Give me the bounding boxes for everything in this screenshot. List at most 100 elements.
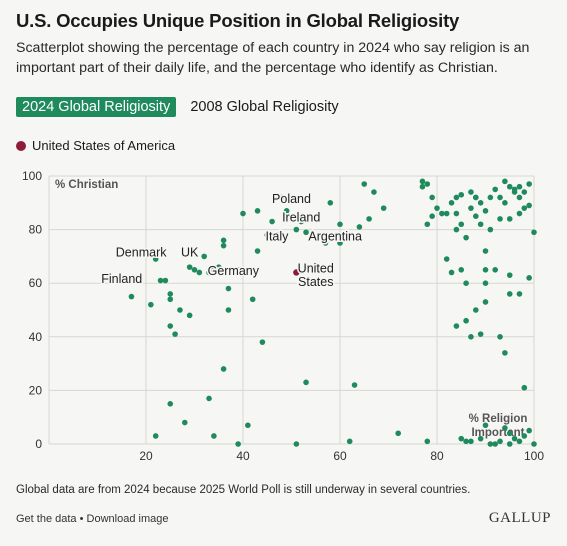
country-point[interactable] bbox=[283, 208, 290, 214]
country-point[interactable] bbox=[497, 216, 503, 222]
country-point[interactable] bbox=[473, 213, 479, 219]
country-point[interactable] bbox=[463, 317, 469, 324]
country-point[interactable] bbox=[177, 307, 183, 313]
country-point[interactable] bbox=[502, 178, 508, 185]
country-point[interactable] bbox=[473, 307, 479, 313]
country-point[interactable] bbox=[424, 438, 431, 445]
country-point[interactable] bbox=[148, 301, 154, 308]
country-point[interactable] bbox=[424, 181, 431, 187]
country-point[interactable] bbox=[254, 248, 261, 254]
country-point[interactable] bbox=[468, 189, 474, 195]
country-point[interactable] bbox=[167, 323, 174, 329]
country-point[interactable] bbox=[463, 234, 469, 241]
country-point[interactable] bbox=[516, 194, 523, 201]
country-point[interactable] bbox=[482, 267, 489, 273]
country-point[interactable] bbox=[264, 232, 271, 238]
country-point[interactable] bbox=[506, 216, 513, 222]
country-point[interactable] bbox=[225, 307, 232, 313]
country-point[interactable] bbox=[240, 210, 246, 217]
country-point[interactable] bbox=[492, 186, 499, 193]
country-point[interactable] bbox=[220, 242, 227, 249]
tab-2024-global-religiosity[interactable]: 2024 Global Religiosity bbox=[16, 97, 177, 117]
country-point[interactable] bbox=[152, 256, 159, 262]
country-point[interactable] bbox=[487, 226, 494, 233]
country-point[interactable] bbox=[356, 224, 363, 230]
country-point[interactable] bbox=[429, 213, 435, 219]
country-point[interactable] bbox=[521, 384, 528, 391]
country-point[interactable] bbox=[196, 269, 203, 276]
country-point[interactable] bbox=[157, 277, 164, 284]
country-point[interactable] bbox=[453, 323, 460, 329]
country-point[interactable] bbox=[448, 269, 455, 276]
country-point[interactable] bbox=[167, 291, 174, 297]
country-point[interactable] bbox=[477, 221, 484, 228]
country-point[interactable] bbox=[526, 202, 532, 209]
country-point[interactable] bbox=[235, 441, 241, 447]
country-point[interactable] bbox=[492, 441, 499, 447]
country-point[interactable] bbox=[487, 441, 494, 447]
country-point[interactable] bbox=[453, 194, 460, 201]
country-point[interactable] bbox=[220, 366, 227, 372]
country-point[interactable] bbox=[473, 194, 479, 201]
country-point[interactable] bbox=[419, 183, 426, 190]
country-point[interactable] bbox=[497, 438, 503, 445]
country-point[interactable] bbox=[531, 441, 537, 447]
country-point[interactable] bbox=[506, 291, 513, 297]
country-point[interactable] bbox=[521, 205, 528, 211]
country-point[interactable] bbox=[351, 382, 358, 388]
country-point[interactable] bbox=[211, 267, 217, 273]
country-point[interactable] bbox=[458, 191, 465, 198]
country-point[interactable] bbox=[458, 267, 465, 273]
us-highlight-point[interactable] bbox=[293, 269, 300, 276]
country-point[interactable] bbox=[254, 208, 261, 214]
country-point[interactable] bbox=[235, 267, 241, 273]
country-point[interactable] bbox=[482, 280, 489, 286]
country-point[interactable] bbox=[322, 240, 329, 246]
country-point[interactable] bbox=[468, 334, 474, 340]
country-point[interactable] bbox=[463, 438, 469, 445]
country-point[interactable] bbox=[468, 438, 474, 445]
country-point[interactable] bbox=[249, 296, 256, 303]
country-point[interactable] bbox=[201, 253, 207, 260]
country-point[interactable] bbox=[182, 419, 188, 426]
country-point[interactable] bbox=[395, 430, 402, 437]
country-point[interactable] bbox=[337, 240, 343, 246]
country-point[interactable] bbox=[477, 435, 484, 442]
country-point[interactable] bbox=[453, 226, 460, 233]
country-point[interactable] bbox=[167, 401, 174, 407]
country-point[interactable] bbox=[516, 438, 523, 445]
country-point[interactable] bbox=[225, 285, 232, 292]
country-point[interactable] bbox=[477, 200, 484, 206]
country-point[interactable] bbox=[245, 422, 251, 429]
country-point[interactable] bbox=[259, 339, 266, 345]
country-point[interactable] bbox=[448, 200, 455, 206]
country-point[interactable] bbox=[482, 208, 489, 214]
country-point[interactable] bbox=[303, 229, 309, 236]
country-point[interactable] bbox=[453, 210, 460, 217]
country-point[interactable] bbox=[269, 218, 275, 225]
country-point[interactable] bbox=[380, 205, 387, 211]
country-point[interactable] bbox=[424, 221, 431, 228]
country-point[interactable] bbox=[167, 296, 174, 303]
country-point[interactable] bbox=[516, 210, 523, 217]
country-point[interactable] bbox=[279, 194, 285, 201]
country-point[interactable] bbox=[487, 194, 494, 201]
country-point[interactable] bbox=[482, 422, 489, 429]
country-point[interactable] bbox=[206, 269, 212, 276]
country-point[interactable] bbox=[531, 229, 537, 236]
country-point[interactable] bbox=[293, 441, 300, 447]
country-point[interactable] bbox=[463, 280, 469, 286]
country-point[interactable] bbox=[162, 277, 169, 284]
country-point[interactable] bbox=[443, 210, 450, 217]
country-point[interactable] bbox=[439, 210, 445, 217]
country-point[interactable] bbox=[274, 232, 280, 238]
country-point[interactable] bbox=[502, 350, 508, 356]
country-point[interactable] bbox=[186, 264, 193, 270]
country-point[interactable] bbox=[186, 312, 193, 319]
country-point[interactable] bbox=[497, 194, 503, 201]
country-point[interactable] bbox=[458, 221, 465, 228]
country-point[interactable] bbox=[337, 221, 343, 228]
country-point[interactable] bbox=[211, 433, 217, 439]
country-point[interactable] bbox=[482, 299, 489, 305]
tab-2008-global-religiosity[interactable]: 2008 Global Religiosity bbox=[190, 99, 339, 115]
